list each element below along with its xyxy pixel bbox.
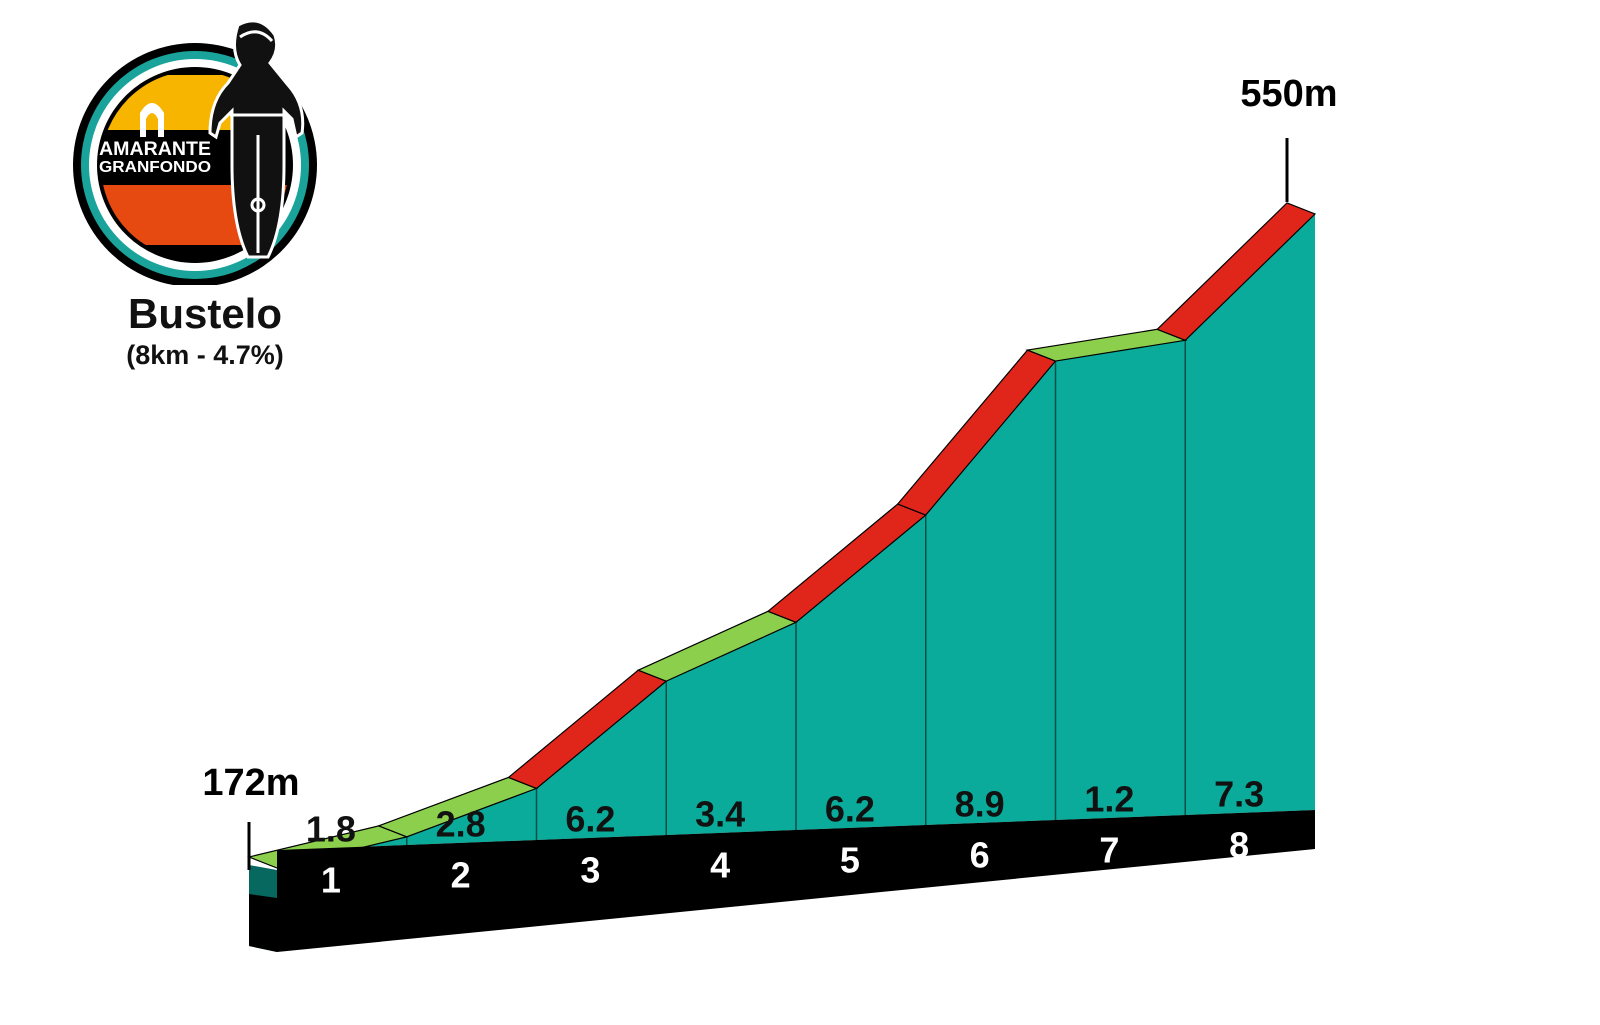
km-label: 8 bbox=[1229, 825, 1249, 866]
gradient-label: 3.4 bbox=[695, 794, 745, 835]
gradient-label: 7.3 bbox=[1214, 774, 1264, 815]
logo-text-line2: GRANFONDO bbox=[99, 159, 211, 176]
km-label: 5 bbox=[840, 840, 860, 881]
gradient-label: 2.8 bbox=[436, 804, 486, 845]
climb-stats: (8km - 4.7%) bbox=[126, 340, 284, 370]
km-label: 1 bbox=[321, 860, 341, 901]
km-label: 7 bbox=[1099, 830, 1119, 871]
base-band-side-face bbox=[249, 894, 277, 952]
amarante-granfondo-logo: AMARANTE GRANFONDO bbox=[73, 19, 317, 285]
climb-name: Bustelo bbox=[127, 290, 282, 337]
gradient-label: 1.2 bbox=[1084, 779, 1134, 820]
arch-icon bbox=[140, 103, 164, 137]
km-label: 3 bbox=[580, 850, 600, 891]
summit-elevation-label: 550m bbox=[1240, 73, 1337, 115]
km-label: 6 bbox=[970, 835, 990, 876]
km-label: 2 bbox=[451, 855, 471, 896]
gradient-label: 1.8 bbox=[306, 809, 356, 850]
gradient-label: 8.9 bbox=[955, 784, 1005, 825]
km-label: 4 bbox=[710, 845, 730, 886]
logo-text-line1: AMARANTE bbox=[99, 139, 211, 160]
start-elevation-label: 172m bbox=[202, 762, 299, 804]
base-band bbox=[277, 810, 1315, 952]
cyclist-icon bbox=[208, 19, 305, 259]
segment-stripe bbox=[1156, 202, 1317, 342]
gradient-label: 6.2 bbox=[825, 789, 875, 830]
gradient-label: 6.2 bbox=[565, 799, 615, 840]
